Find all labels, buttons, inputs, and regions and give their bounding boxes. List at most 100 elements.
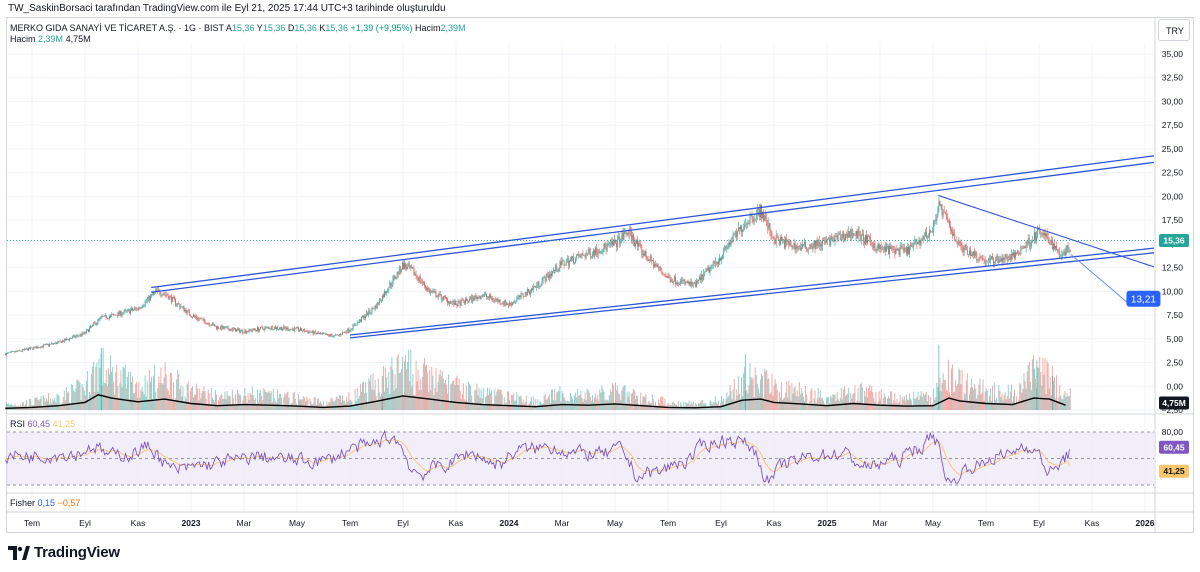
volume-bar bbox=[163, 377, 165, 410]
volume-legend[interactable]: Hacim 2,39M 4,75M bbox=[10, 34, 91, 44]
volume-bar bbox=[238, 393, 240, 410]
volume-bar bbox=[496, 391, 498, 410]
candle-body bbox=[124, 310, 126, 312]
volume-bar bbox=[1064, 391, 1066, 410]
volume-bar bbox=[985, 388, 987, 410]
candle-body bbox=[816, 240, 818, 246]
candle-body bbox=[793, 242, 795, 247]
volume-bar bbox=[706, 407, 708, 410]
candle-body bbox=[785, 238, 787, 248]
volume-bar bbox=[698, 403, 699, 410]
volume-bar bbox=[313, 397, 315, 410]
candle-body bbox=[1024, 246, 1026, 249]
candle-body bbox=[414, 273, 416, 275]
volume-bar bbox=[944, 379, 946, 410]
candle-body bbox=[1055, 245, 1056, 249]
candle-body bbox=[122, 312, 124, 315]
volume-legend-label: Hacim bbox=[10, 34, 36, 44]
volume-bar bbox=[525, 395, 527, 410]
currency-button[interactable] bbox=[1158, 19, 1190, 41]
candle-body bbox=[246, 331, 248, 333]
candle-body bbox=[899, 246, 901, 256]
volume-bar bbox=[231, 389, 233, 410]
volume-bar bbox=[544, 393, 546, 410]
volume-bar bbox=[440, 376, 442, 410]
volume-bar bbox=[376, 400, 378, 410]
volume-bar bbox=[1010, 384, 1012, 410]
candle-body bbox=[406, 267, 407, 270]
candle-body bbox=[239, 328, 241, 333]
volume-bar bbox=[704, 403, 706, 410]
candle-body bbox=[660, 267, 662, 271]
volume-bar bbox=[1069, 387, 1071, 410]
candle-body bbox=[114, 314, 116, 316]
volume-bar bbox=[574, 395, 576, 410]
volume-bar bbox=[805, 385, 807, 410]
volume-bar bbox=[73, 390, 75, 410]
candle-body bbox=[1058, 249, 1060, 251]
candle-body bbox=[916, 239, 918, 245]
rsi-pane bbox=[5, 429, 1154, 486]
volume-bar bbox=[458, 378, 460, 410]
volume-bar bbox=[190, 388, 192, 410]
tradingview-logo[interactable]: TradingView bbox=[8, 544, 120, 561]
chart-credit: TW_SaskinBorsaci tarafından TradingView.… bbox=[8, 3, 446, 14]
volume-spike bbox=[938, 344, 940, 410]
volume-bar bbox=[623, 385, 625, 410]
symbol-name[interactable]: MERKO GIDA SANAYİ VE TİCARET A.Ş. · 1G ·… bbox=[10, 23, 224, 33]
candle-body bbox=[242, 330, 244, 333]
volume-bar bbox=[244, 387, 246, 410]
candle-body bbox=[173, 297, 174, 298]
time-tick-label: Eyl bbox=[397, 518, 409, 528]
candle-body bbox=[397, 271, 399, 275]
volume-bar bbox=[635, 399, 636, 410]
volume-bar bbox=[121, 387, 123, 410]
volume-bar bbox=[931, 404, 933, 410]
candle-body bbox=[881, 248, 883, 250]
volume-bar bbox=[602, 389, 604, 410]
candle-body bbox=[735, 231, 737, 237]
volume-bar bbox=[222, 398, 224, 410]
candle-body bbox=[540, 284, 542, 287]
candle-body bbox=[795, 245, 797, 250]
fisher-legend[interactable]: Fisher 0,15 −0,57 bbox=[10, 498, 80, 508]
volume-bar bbox=[900, 404, 902, 410]
candle-body bbox=[757, 208, 759, 211]
candle-body bbox=[487, 296, 488, 298]
candle-body bbox=[545, 273, 547, 282]
candle-body bbox=[1069, 250, 1071, 252]
candle-body bbox=[914, 240, 916, 244]
candle-body bbox=[766, 218, 768, 226]
candle-body bbox=[595, 247, 596, 256]
candle-body bbox=[776, 235, 778, 238]
volume-bar bbox=[377, 378, 379, 410]
candle-body bbox=[56, 342, 58, 345]
volume-bar bbox=[723, 398, 725, 410]
candle-body bbox=[264, 327, 266, 331]
candle-body bbox=[605, 247, 607, 251]
candle-body bbox=[763, 211, 764, 221]
rsi-legend[interactable]: RSI 60,45 41,25 bbox=[10, 419, 75, 429]
volume-bar bbox=[956, 385, 958, 410]
candle-body bbox=[299, 330, 300, 331]
volume-bar bbox=[126, 376, 128, 410]
candle-body bbox=[37, 346, 39, 348]
candle-body bbox=[932, 231, 934, 233]
candle-body bbox=[946, 217, 948, 221]
candle-body bbox=[977, 259, 979, 261]
volume-bar bbox=[1022, 388, 1024, 410]
time-tick-label: 2024 bbox=[500, 518, 519, 528]
candle-body bbox=[571, 258, 572, 260]
candle-body bbox=[385, 291, 386, 294]
candle-body bbox=[167, 296, 169, 300]
brand-name: TradingView bbox=[34, 544, 120, 561]
volume-bar bbox=[1049, 377, 1051, 410]
candle-body bbox=[902, 248, 904, 252]
candle-body bbox=[89, 328, 90, 332]
candle-body bbox=[526, 288, 528, 296]
candle-body bbox=[999, 259, 1001, 262]
candle-body bbox=[681, 279, 683, 281]
volume-bar bbox=[862, 403, 864, 410]
volume-bar bbox=[508, 391, 509, 410]
